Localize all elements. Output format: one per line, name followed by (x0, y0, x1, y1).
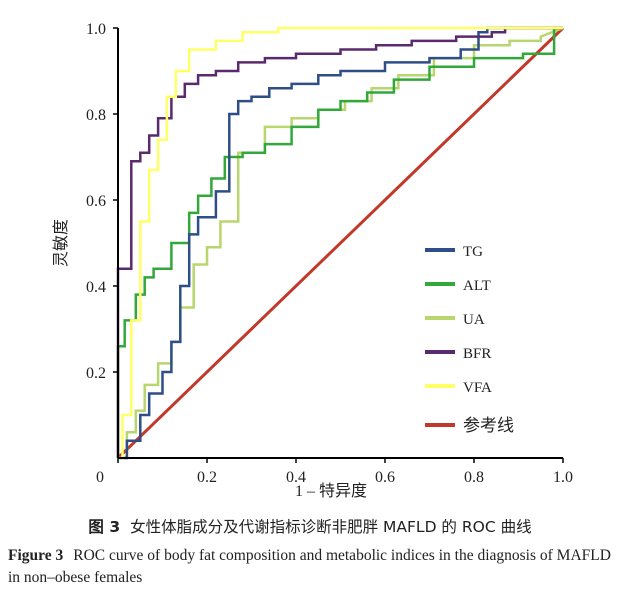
y-tick-label: 0.4 (86, 279, 106, 296)
y-tick-label: 0.6 (86, 193, 106, 210)
series-line-tg (118, 26, 563, 460)
caption-label-en: Figure 3 (8, 547, 64, 564)
series-line-reference (116, 26, 565, 460)
series-line-alt (116, 26, 563, 458)
legend-label-ua: UA (463, 312, 485, 328)
x-tick-label: 1.0 (553, 469, 573, 486)
caption-label-cn: 图 3 (88, 518, 121, 536)
legend-label-vfa: VFA (463, 380, 492, 396)
caption-text-cn: 女性体脂成分及代谢指标诊断非肥胖 MAFLD 的 ROC 曲线 (130, 518, 532, 536)
series-line-bfr (116, 26, 563, 458)
x-tick-label: 0.6 (375, 469, 395, 486)
series-line-vfa (118, 26, 563, 460)
x-axis-label: 1 – 特异度 (295, 482, 367, 500)
x-tick-label: 0 (96, 469, 104, 486)
x-tick-label: 0.2 (197, 469, 217, 486)
roc-chart: 0 0.2 0.4 0.6 0.8 1.0 0.2 0.4 0.6 0.8 1.0 TG ALT UA B… (52, 21, 573, 500)
plot-area (116, 26, 565, 460)
y-tick-label: 0.2 (86, 365, 106, 382)
y-tick-label: 0.8 (86, 107, 106, 124)
legend: TG ALT UA BFR VFA 参考线 (425, 244, 514, 435)
tick-labels: 0 0.2 0.4 0.6 0.8 1.0 0.2 0.4 0.6 0.8 1.0 (86, 21, 573, 486)
caption-text-en: ROC curve of body fat composition and me… (8, 547, 611, 586)
x-tick-label: 0.8 (464, 469, 484, 486)
legend-label-alt: ALT (463, 278, 491, 294)
legend-label-reference: 参考线 (463, 416, 514, 435)
x-tick-label: 0.4 (286, 469, 306, 486)
legend-label-bfr: BFR (463, 346, 491, 362)
figure-caption-cn: 图 3 女性体脂成分及代谢指标诊断非肥胖 MAFLD 的 ROC 曲线 (0, 515, 620, 537)
y-tick-label: 1.0 (86, 21, 106, 38)
legend-label-tg: TG (463, 244, 483, 260)
y-axis-label: 灵敏度 (52, 219, 70, 267)
axes (117, 28, 563, 459)
figure-caption-en: Figure 3 ROC curve of body fat compositio… (0, 545, 620, 589)
